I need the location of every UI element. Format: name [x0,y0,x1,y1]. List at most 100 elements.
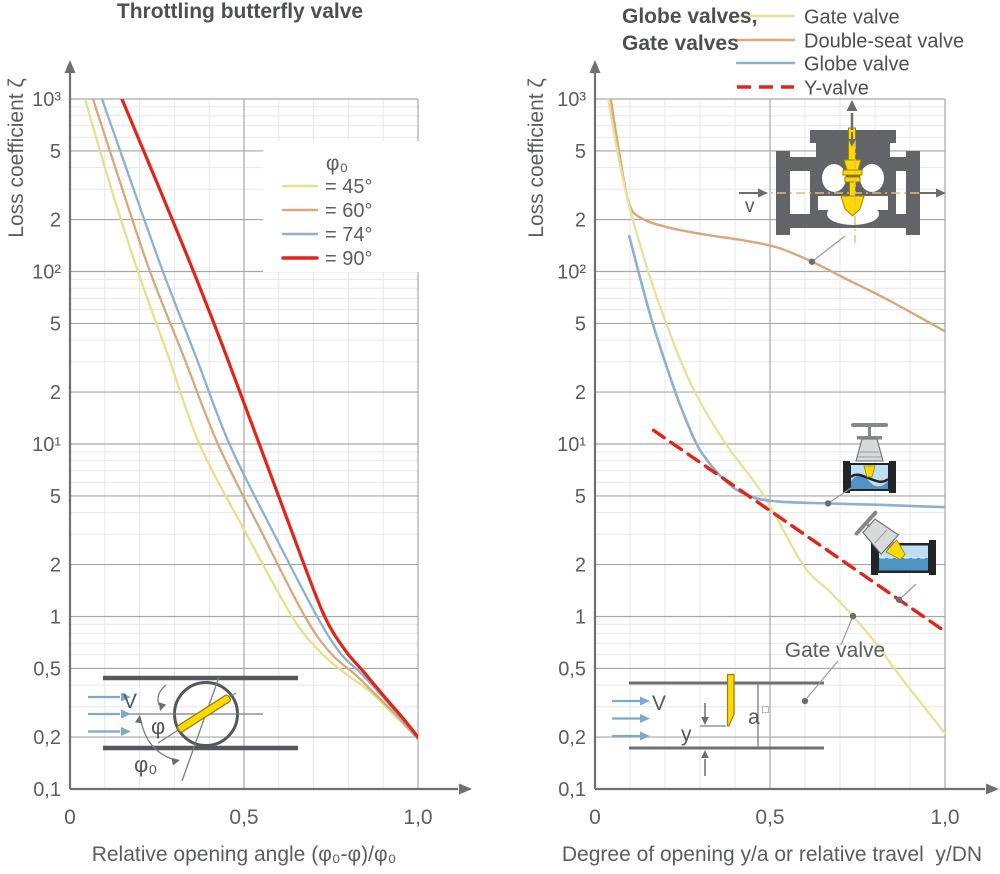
leader-line [898,583,917,601]
curve-marker-dot [849,612,857,620]
travel-label: y [681,723,692,746]
y-tick-label: 5 [50,141,61,163]
x-tick-label: 0,5 [755,806,784,829]
y-tick-label: 10³ [32,89,61,111]
y-tick-label: 0,5 [33,658,61,680]
x-tick-label: 0 [64,806,76,829]
y-tick-label: 0,1 [558,779,586,801]
right-chart-title-line2: Gate valves [622,32,739,55]
y-tick-label: 0,2 [558,727,586,749]
flow-arrowhead-icon [640,731,650,741]
y-tick-label: 2 [50,382,61,404]
gate-valve-curve-label: Gate valve [785,639,885,662]
duct-width-label: a [748,706,760,729]
right-chart-title: Globe valves, Gate valves [622,3,757,57]
flow-velocity-label: V [123,690,137,713]
y-axis-arrowhead-icon [64,60,76,73]
legend-item-label: = 74° [325,224,372,246]
leader-line [811,235,846,263]
flow-passage [860,164,884,192]
right-chart-axes: 10³ 5 2 10² 5 2 10¹ 5 2 1 0,5 0,2 0,10 0,5 1,0 [557,60,999,829]
right-flange [889,461,896,493]
phi0-label: φ₀ [134,752,157,777]
butterfly-disc [177,694,231,733]
legend-item-label: = 90° [325,248,372,270]
plug-taper [843,159,862,171]
legend-title: φ₀ [326,152,348,175]
arrowhead-icon [848,139,856,147]
plug-head [885,539,906,561]
left-y-axis-label: Loss coefficient ζ [5,78,28,238]
y-tick-label: 5 [575,486,586,508]
leader-line [806,660,839,699]
angled-bonnet-assembly [854,510,906,561]
left-flange [871,540,878,575]
right-chart-annotations: Gate valve [785,235,917,705]
legend-item-label: = 45° [325,176,372,198]
leader-line [827,487,852,504]
y-tick-label: 5 [50,313,61,335]
y-valve-illustration [854,510,936,575]
legend-item-label: Globe valve [804,54,910,76]
left-series-1-curve [91,99,418,741]
phi-angle-arc [157,684,167,706]
bonnet-hatch [874,529,888,544]
water-lower [879,558,928,571]
legend-item-label: Gate valve [804,7,900,29]
x-axis-arrowhead-icon [459,783,472,795]
x-axis-arrowhead-icon [986,783,999,795]
right-series-2-curve [628,235,945,509]
y-tick-label: 10² [557,262,586,284]
left-chart-axes: 10³ 5 2 10² 5 2 10¹ 5 2 1 0,5 0,2 0,10 0,5 1,0 [32,60,472,829]
handwheel-icon [854,510,878,536]
flow-velocity-label: V [652,692,666,715]
diagram-marker-dot [801,697,809,705]
disc-plate [177,694,231,733]
flow-arrowhead-icon [121,709,131,719]
handwheel-icon [851,423,888,427]
legend-item-label: Double-seat valve [804,31,964,53]
globe-valve-illustration [843,423,896,493]
flow-arrowhead-icon [640,714,650,723]
y-tick-label: 5 [575,313,586,335]
arrowhead-icon [171,757,180,766]
left-x-axis-label: Relative opening angle (φ₀-φ)/φ₀ [91,843,397,866]
double-seat-valve-illustration: v [739,100,946,243]
plug-ring [844,176,861,183]
legend-item-label: = 60° [325,200,372,222]
bonnet-flange [857,436,882,440]
left-series-3-curve [120,99,418,739]
left-chart-curves [83,99,418,741]
open-position-line [181,676,220,782]
valve-stem [866,523,871,528]
arrowhead-icon [134,715,143,724]
right-x-axis-label: Degree of opening y/a or relative travel… [561,843,983,866]
y-tick-label: 0,5 [558,658,586,680]
arrowhead-icon [701,750,709,758]
y-tick-label: 0,2 [33,727,61,749]
y-tick-label: 2 [575,210,586,232]
curve-marker-dot [895,596,903,603]
right-y-axis-label: Loss coefficient ζ [525,78,548,238]
y-tick-label: 10¹ [557,434,586,456]
legend-background [263,141,420,272]
gate-valve-inset: Vy a □ [612,673,824,776]
right-series-3-curve [651,428,945,634]
plug-head [840,195,865,217]
left-flange [843,461,850,493]
right-chart-title-line1: Globe valves, [622,5,758,28]
square-superscript: □ [762,704,769,716]
y-axis-arrowhead-icon [589,60,601,73]
y-tick-label: 5 [50,486,61,508]
gate-blade [726,673,735,727]
plug-ring [842,169,863,176]
y-tick-label: 0,1 [33,779,61,801]
arrowhead-icon [701,717,709,725]
x-tick-label: 1,0 [403,806,432,829]
flow-arrowhead-icon [121,727,131,736]
left-chart-legend: φ₀= 45°= 60°= 74°= 90° [263,141,420,272]
phi-label: φ [151,714,165,739]
